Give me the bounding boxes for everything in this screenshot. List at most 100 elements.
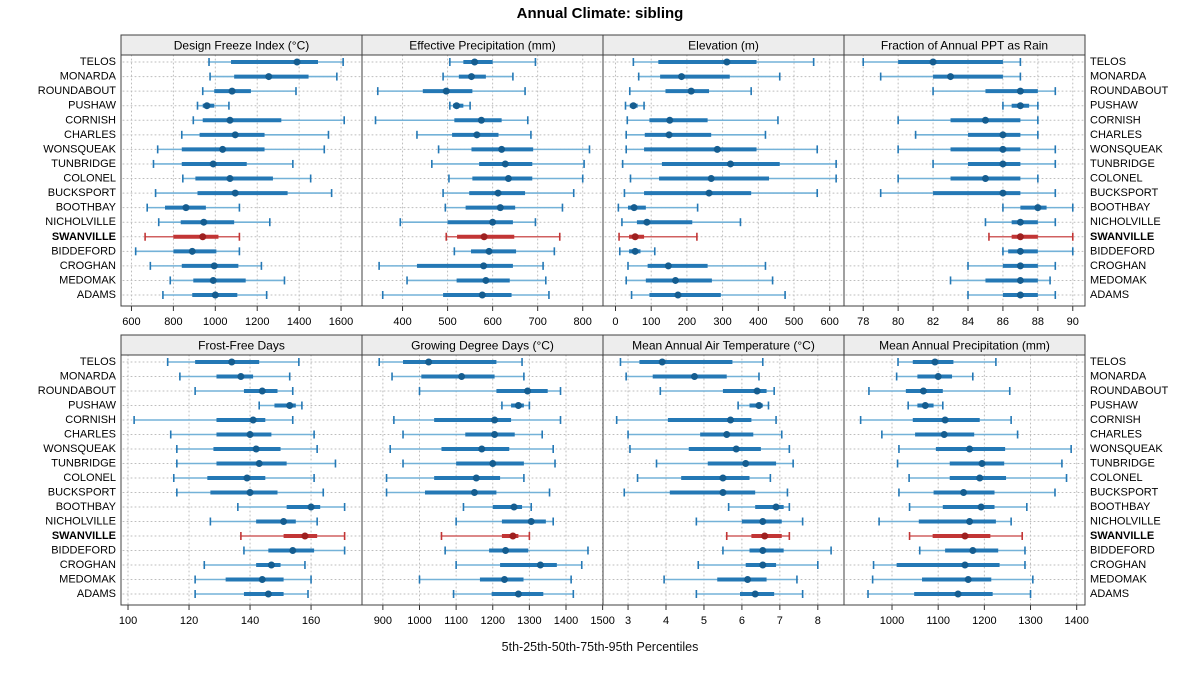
median-dot <box>707 175 715 182</box>
x-tick-label: 80 <box>892 316 904 328</box>
interval-wonsqueak <box>629 445 791 453</box>
interval-cornish <box>615 416 777 424</box>
median-dot <box>264 590 272 598</box>
interval-boothbay <box>1002 203 1074 212</box>
median-dot <box>188 247 196 255</box>
interval-cornish <box>133 416 294 424</box>
interval-pushaw <box>624 101 645 110</box>
interval-monarda <box>637 72 781 81</box>
interval-colonel <box>629 174 837 183</box>
median-dot <box>1016 102 1024 110</box>
median-dot <box>480 262 488 270</box>
interval-wonsqueak <box>156 145 326 154</box>
interval-colonel <box>636 474 772 482</box>
x-tick-label: 500 <box>785 316 803 328</box>
x-tick-label: 6 <box>739 615 745 627</box>
median-dot <box>751 590 759 598</box>
station-label-left-bucksport: BUCKSPORT <box>48 187 117 199</box>
median-dot <box>491 416 499 424</box>
median-dot <box>981 175 989 182</box>
interval-charles <box>881 430 1019 439</box>
interval-pushaw <box>737 401 770 410</box>
median-dot <box>458 373 466 380</box>
interval-monarda <box>209 72 338 81</box>
median-dot <box>200 218 208 226</box>
station-label-left-charles: CHARLES <box>64 129 116 141</box>
median-dot <box>934 373 942 380</box>
interval-charles <box>625 130 767 139</box>
median-dot <box>237 373 245 380</box>
interval-charles <box>914 130 1039 139</box>
median-dot <box>1016 276 1024 284</box>
station-label-left-monarda: MONARDA <box>60 71 117 83</box>
interval-charles <box>402 430 544 439</box>
median-dot <box>999 131 1007 139</box>
interval-telos <box>619 358 764 366</box>
x-tick-label: 4 <box>663 615 669 627</box>
median-dot <box>999 145 1007 153</box>
interval-telos <box>862 58 1022 66</box>
median-dot <box>226 116 234 124</box>
median-dot <box>759 547 767 554</box>
interval-pushaw <box>1002 101 1039 110</box>
station-label-left-croghan: CROGHAN <box>60 559 116 571</box>
panel-fraction-of-annual-ppt-as-rain: 78 80 82 84 86 88 90 Fraction of Annual PPT as … <box>843 34 1086 328</box>
interval-adams <box>162 291 268 299</box>
station-label-left-pushaw: PUSHAW <box>68 400 116 412</box>
median-dot <box>249 416 257 424</box>
interval-wonsqueak <box>389 445 554 453</box>
median-dot <box>753 387 761 395</box>
station-label-left-charles: CHARLES <box>64 429 116 441</box>
interval-adams <box>695 590 804 598</box>
median-dot <box>1016 218 1024 226</box>
station-label-left-medomak: MEDOMAK <box>59 274 117 286</box>
x-tick-label: 1400 <box>554 615 578 627</box>
median-dot <box>629 102 637 110</box>
station-label-left-wonsqueak: WONSQUEAK <box>43 443 116 455</box>
station-label-right-cornish: CORNISH <box>1090 114 1141 126</box>
panel-effective-precipitation-mm: 400 500 600 700 800 Effective Precipitation (… <box>361 34 604 328</box>
interval-monarda <box>391 372 525 381</box>
median-dot <box>671 276 679 284</box>
median-dot <box>453 102 461 110</box>
station-label-right-cornish: CORNISH <box>1090 414 1141 426</box>
median-dot <box>504 175 512 182</box>
x-tick-label: 7 <box>777 615 783 627</box>
interval-bucksport <box>442 189 575 198</box>
interval-boothbay <box>444 203 564 212</box>
median-dot <box>960 489 968 496</box>
station-label-left-biddeford: BIDDEFORD <box>51 245 116 257</box>
interval-adams <box>967 291 1057 299</box>
median-dot <box>246 489 254 496</box>
station-label-left-nicholville: NICHOLVILLE <box>45 216 116 228</box>
station-label-right-monarda: MONARDA <box>1090 71 1147 83</box>
interval-roundabout <box>376 87 526 96</box>
x-tick-label: 900 <box>374 615 392 627</box>
interval-charles <box>180 130 330 139</box>
station-label-left-croghan: CROGHAN <box>60 260 116 272</box>
station-labels-row1: TELOS TELOS MONARDA MONARDA ROUNDABOUT ROUNDA… <box>38 356 1169 600</box>
station-label-left-medomak: MEDOMAK <box>59 574 117 586</box>
median-dot <box>473 131 481 139</box>
interval-nicholville <box>695 517 804 526</box>
interval-boothbay <box>462 503 533 511</box>
median-dot <box>501 160 509 168</box>
median-dot <box>1034 204 1042 212</box>
station-label-right-charles: CHARLES <box>1090 429 1142 441</box>
chart-title: Annual Climate: sibling <box>516 5 684 22</box>
median-dot <box>258 576 266 583</box>
median-dot <box>631 233 639 241</box>
interval-cornish <box>192 116 345 125</box>
station-label-left-adams: ADAMS <box>77 588 116 600</box>
interval-swanville <box>988 232 1074 241</box>
median-dot <box>280 518 288 525</box>
median-dot <box>489 218 497 226</box>
median-dot <box>228 358 236 366</box>
x-tick-label: 1300 <box>1018 615 1042 627</box>
median-dot <box>772 503 780 511</box>
panel-elevation-m: 0 100 200 300 400 500 600 Elevation (m) <box>602 34 845 328</box>
interval-nicholville <box>209 517 318 526</box>
interval-biddeford <box>444 546 589 555</box>
x-tick-label: 1100 <box>926 615 950 627</box>
median-dot <box>723 58 731 66</box>
